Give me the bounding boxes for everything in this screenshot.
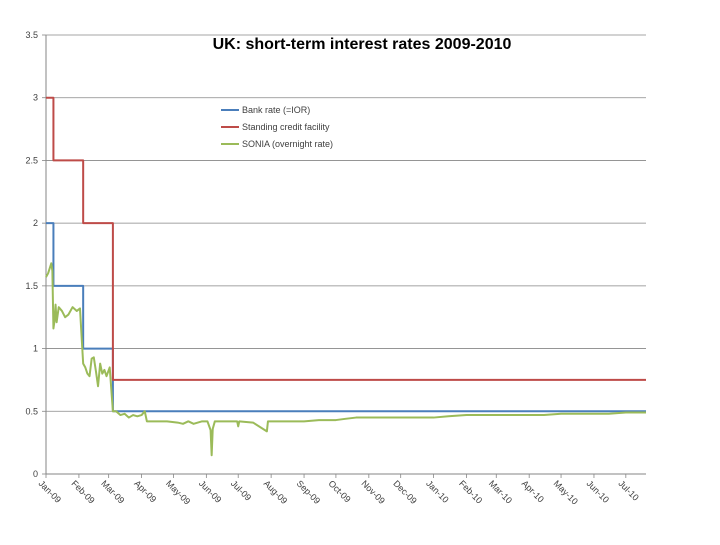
x-tick-label: Jun-10 — [585, 478, 612, 505]
x-tick-label: Jul-10 — [616, 478, 640, 502]
y-tick-label: 2.5 — [25, 155, 38, 165]
x-tick-label: Aug-09 — [262, 478, 290, 506]
x-tick-label: Apr-09 — [132, 478, 158, 504]
series-lines — [45, 96, 646, 457]
x-tick-label: Jun-09 — [197, 478, 224, 505]
x-tick-label: Oct-09 — [326, 478, 352, 504]
x-tick-label: May-09 — [164, 478, 192, 506]
x-tick-label: Sep-09 — [295, 478, 323, 506]
x-tick-label: Jan-10 — [424, 478, 451, 505]
series-line-bank-rate-ior — [46, 222, 646, 413]
grid-lines — [46, 34, 646, 475]
x-tick-label: Nov-09 — [359, 478, 387, 506]
y-tick-label: 0.5 — [25, 406, 38, 416]
x-tick-label: Feb-10 — [457, 478, 484, 505]
legend-label-sonia-overnight-rate: SONIA (overnight rate) — [242, 139, 333, 149]
legend: Bank rate (=IOR) Standing credit facility… — [221, 105, 333, 149]
y-tick-label: 1.5 — [25, 281, 38, 291]
x-tick-label: Dec-09 — [391, 478, 419, 506]
chart-title: UK: short-term interest rates 2009-2010 — [213, 36, 512, 53]
x-tick-label: May-10 — [552, 478, 580, 506]
x-tick-label: Jan-09 — [37, 478, 64, 505]
legend-label-standing-credit-facility: Standing credit facility — [242, 122, 330, 132]
y-tick-label: 3 — [33, 93, 38, 103]
axes: 0 0.5 1 1.5 2 2.5 3 3.5 Jan-09 Feb-09 Mar-09 Apr-09… — [25, 30, 646, 507]
legend-label-bank-rate-ior: Bank rate (=IOR) — [242, 105, 310, 115]
y-tick-label: 2 — [33, 218, 38, 228]
y-tick-label: 3.5 — [25, 30, 38, 40]
series-line-sonia-overnight-rate — [45, 262, 646, 457]
y-tick-label: 1 — [33, 344, 38, 354]
x-tick-label: Feb-09 — [70, 478, 97, 505]
x-tick-label: Apr-10 — [520, 478, 546, 504]
series-line-standing-credit-facility — [46, 96, 646, 381]
y-tick-label: 0 — [33, 469, 38, 479]
x-tick-label: Mar-09 — [99, 478, 126, 505]
x-tick-label: Mar-10 — [487, 478, 514, 505]
x-tick-label: Jul-09 — [229, 478, 253, 502]
